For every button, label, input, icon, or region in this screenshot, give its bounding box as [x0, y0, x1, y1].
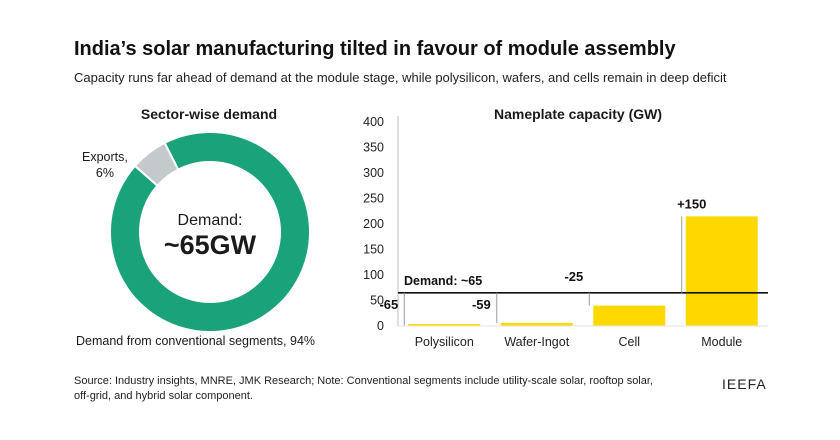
- gap-label: -65: [379, 297, 398, 312]
- chart-title: India’s solar manufacturing tilted in fa…: [74, 38, 676, 60]
- y-tick-label: 0: [377, 319, 384, 333]
- y-tick-label: 400: [363, 115, 384, 129]
- gap-label: -25: [564, 269, 583, 284]
- y-tick-label: 350: [363, 141, 384, 155]
- donut-title: Sector-wise demand: [140, 106, 278, 122]
- y-tick-label: 200: [363, 217, 384, 231]
- donut-chart: [109, 131, 311, 333]
- donut-center-label: Demand:: [177, 212, 243, 229]
- bar-wafer-ingot: [500, 322, 573, 326]
- y-tick-label: 50: [370, 294, 384, 308]
- bar-cell: [593, 305, 666, 326]
- bar-module: [685, 216, 758, 326]
- x-tick-label: Module: [701, 335, 742, 349]
- donut-center-value: ~65GW: [163, 230, 257, 260]
- donut-slice-0: [109, 131, 311, 333]
- chart-subtitle: Capacity runs far ahead of demand at the…: [74, 70, 727, 85]
- x-tick-label: Cell: [618, 335, 640, 349]
- donut-slice-1: [133, 141, 180, 188]
- bar-chart-title: Nameplate capacity (GW): [493, 106, 663, 122]
- conventional-slice-label: Demand from conventional segments, 94%: [76, 334, 316, 348]
- exports-slice-label: Exports, 6%: [82, 150, 128, 180]
- y-tick-label: 150: [363, 243, 384, 257]
- x-tick-label: Polysilicon: [415, 335, 474, 349]
- source-note: Source: Industry insights, MNRE, JMK Res…: [74, 375, 653, 402]
- bar-chart: 0 50 100 150 200 250 300 350 400 Demand: ~65 -65 -5…: [363, 115, 768, 349]
- demand-line-label: Demand: ~65: [404, 274, 482, 288]
- brand-logo-text: IEEFA: [722, 376, 767, 392]
- x-tick-label: Wafer-Ingot: [504, 335, 569, 349]
- y-tick-label: 100: [363, 268, 384, 282]
- gap-label: -59: [472, 297, 491, 312]
- gap-label: +150: [677, 196, 706, 211]
- y-tick-label: 250: [363, 192, 384, 206]
- bar-polysilicon: [408, 324, 481, 326]
- y-tick-label: 300: [363, 166, 384, 180]
